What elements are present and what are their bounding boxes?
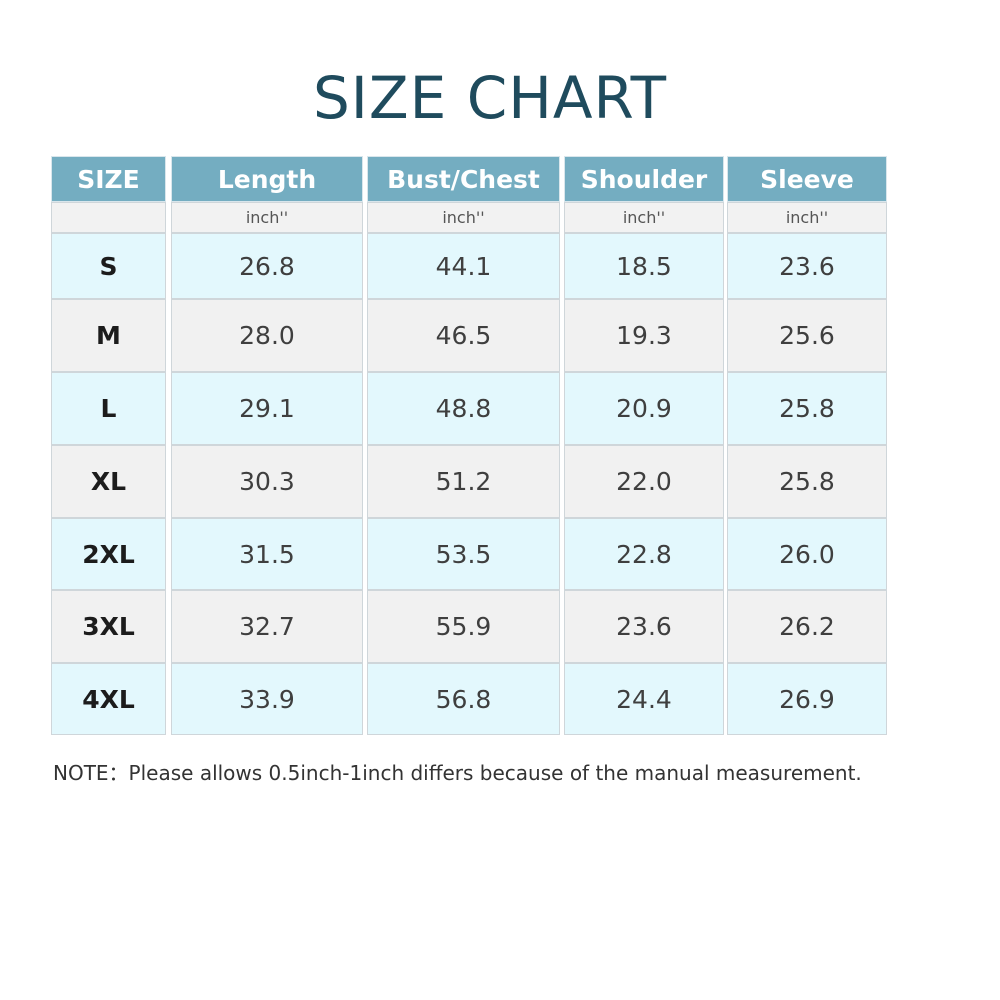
bust-chest-value: 44.1: [367, 233, 560, 299]
unit-cell-bust-chest: inch'': [367, 202, 560, 233]
bust-chest-value: 48.8: [367, 372, 560, 445]
bust-chest-value: 53.5: [367, 518, 560, 590]
shoulder-value: 19.3: [564, 299, 724, 372]
column-header-length: Length: [171, 156, 363, 202]
length-value: 33.9: [171, 663, 363, 735]
shoulder-value: 18.5: [564, 233, 724, 299]
measurement-note: NOTE：Please allows 0.5inch-1inch differs…: [53, 761, 862, 785]
sleeve-value: 26.9: [727, 663, 887, 735]
table-unit-row: inch'' inch'' inch'' inch'': [51, 202, 887, 233]
page-title: SIZE CHART: [312, 64, 668, 132]
shoulder-value: 24.4: [564, 663, 724, 735]
size-label: 2XL: [51, 518, 166, 590]
size-label: XL: [51, 445, 166, 518]
unit-cell-length: inch'': [171, 202, 363, 233]
unit-cell-size: [51, 202, 166, 233]
bust-chest-value: 46.5: [367, 299, 560, 372]
shoulder-value: 22.8: [564, 518, 724, 590]
unit-cell-shoulder: inch'': [564, 202, 724, 233]
column-header-sleeve: Sleeve: [727, 156, 887, 202]
table-row: M 28.0 46.5 19.3 25.6: [51, 299, 887, 372]
length-value: 26.8: [171, 233, 363, 299]
table-row: L 29.1 48.8 20.9 25.8: [51, 372, 887, 445]
unit-cell-sleeve: inch'': [727, 202, 887, 233]
sleeve-value: 25.6: [727, 299, 887, 372]
sleeve-value: 26.2: [727, 590, 887, 663]
table-row: XL 30.3 51.2 22.0 25.8: [51, 445, 887, 518]
shoulder-value: 22.0: [564, 445, 724, 518]
length-value: 31.5: [171, 518, 363, 590]
size-label: L: [51, 372, 166, 445]
size-label: M: [51, 299, 166, 372]
table-row: 4XL 33.9 56.8 24.4 26.9: [51, 663, 887, 735]
column-header-shoulder: Shoulder: [564, 156, 724, 202]
length-value: 29.1: [171, 372, 363, 445]
column-header-bust-chest: Bust/Chest: [367, 156, 560, 202]
sleeve-value: 26.0: [727, 518, 887, 590]
size-label: 3XL: [51, 590, 166, 663]
bust-chest-value: 56.8: [367, 663, 560, 735]
sleeve-value: 23.6: [727, 233, 887, 299]
length-value: 28.0: [171, 299, 363, 372]
bust-chest-value: 51.2: [367, 445, 560, 518]
bust-chest-value: 55.9: [367, 590, 560, 663]
table-row: 2XL 31.5 53.5 22.8 26.0: [51, 518, 887, 590]
sleeve-value: 25.8: [727, 372, 887, 445]
table-header-row: SIZE Length Bust/Chest Shoulder Sleeve: [51, 156, 887, 202]
shoulder-value: 20.9: [564, 372, 724, 445]
table-row: S 26.8 44.1 18.5 23.6: [51, 233, 887, 299]
length-value: 30.3: [171, 445, 363, 518]
size-label: S: [51, 233, 166, 299]
size-label: 4XL: [51, 663, 166, 735]
sleeve-value: 25.8: [727, 445, 887, 518]
column-header-size: SIZE: [51, 156, 166, 202]
shoulder-value: 23.6: [564, 590, 724, 663]
length-value: 32.7: [171, 590, 363, 663]
table-row: 3XL 32.7 55.9 23.6 26.2: [51, 590, 887, 663]
